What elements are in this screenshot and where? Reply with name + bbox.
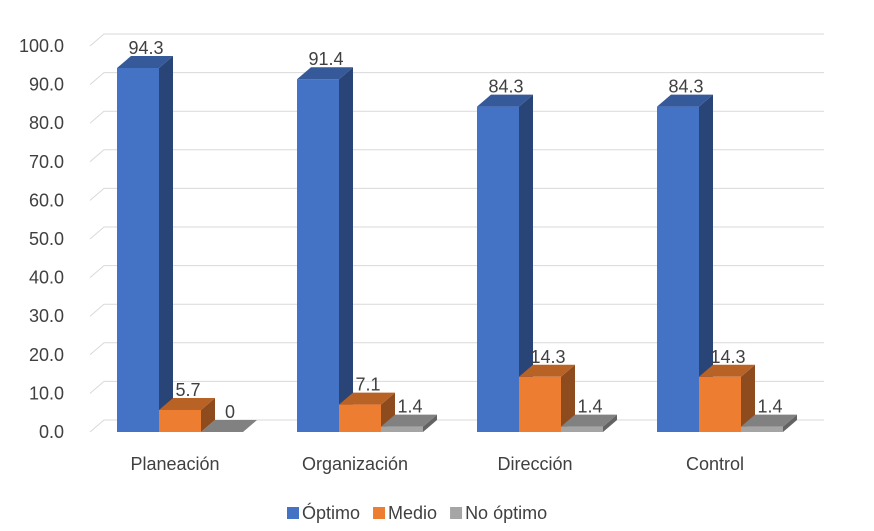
gridline — [89, 187, 824, 201]
gridline — [89, 342, 824, 356]
data-label: 7.1 — [355, 375, 380, 395]
y-axis-ticks: 0.0 10.0 20.0 30.0 40.0 50.0 60.0 70.0 80.0 90.0 1… — [19, 36, 64, 442]
y-tick-label: 70.0 — [29, 152, 64, 172]
data-label: 84.3 — [668, 77, 703, 97]
gridline — [89, 226, 824, 240]
data-label: 94.3 — [128, 38, 163, 58]
bar-óptimo-2 — [477, 94, 533, 433]
bar-óptimo-1 — [297, 67, 353, 433]
data-label: 1.4 — [757, 397, 782, 417]
x-axis-categories: Planeación Organización Dirección Control — [130, 454, 744, 474]
bar-óptimo-3 — [657, 94, 713, 433]
y-tick-label: 10.0 — [29, 383, 64, 403]
x-category-label: Organización — [302, 454, 408, 474]
legend-label: No óptimo — [465, 503, 547, 523]
bar-no-óptimo-2 — [561, 414, 617, 432]
bar-no-óptimo-3 — [741, 414, 797, 432]
y-tick-label: 100.0 — [19, 36, 64, 56]
legend-item-óptimo: Óptimo — [287, 502, 360, 523]
bar-no-óptimo-1 — [381, 414, 437, 432]
legend-label: Medio — [388, 503, 437, 523]
x-category-label: Control — [686, 454, 744, 474]
bars — [117, 56, 797, 433]
legend: Óptimo Medio No óptimo — [287, 502, 547, 523]
x-category-label: Dirección — [497, 454, 572, 474]
data-label: 91.4 — [308, 49, 343, 69]
y-tick-label: 0.0 — [39, 422, 64, 442]
gridline — [89, 149, 824, 163]
legend-swatch — [287, 507, 299, 519]
gridline — [89, 110, 824, 124]
data-labels: 94.3 5.7 0 91.4 7.1 1.4 84.3 14.3 1.4 84.3 14.3 1.4 — [128, 38, 782, 422]
y-tick-label: 90.0 — [29, 75, 64, 95]
legend-label: Óptimo — [302, 502, 360, 523]
bar-medio-2 — [519, 364, 575, 432]
y-tick-label: 80.0 — [29, 113, 64, 133]
data-label: 1.4 — [577, 397, 602, 417]
bar-medio-3 — [699, 364, 755, 432]
bar-óptimo-0 — [117, 56, 173, 432]
y-tick-label: 20.0 — [29, 345, 64, 365]
gridline — [89, 303, 824, 317]
bar-no-óptimo-0 — [201, 420, 257, 432]
data-label: 1.4 — [397, 397, 422, 417]
bar-medio-0 — [159, 397, 215, 432]
data-label: 84.3 — [488, 77, 523, 97]
gridline — [89, 265, 824, 278]
legend-swatch — [450, 507, 463, 519]
data-label: 14.3 — [710, 347, 745, 367]
y-tick-label: 30.0 — [29, 306, 64, 326]
gridlines — [89, 33, 824, 433]
data-label: 14.3 — [530, 347, 565, 367]
legend-swatch — [373, 507, 386, 519]
gridline — [89, 72, 824, 85]
data-label: 0 — [225, 402, 235, 422]
y-tick-label: 50.0 — [29, 229, 64, 249]
y-tick-label: 40.0 — [29, 268, 64, 288]
legend-item-medio: Medio — [373, 503, 437, 523]
legend-item-no-óptimo: No óptimo — [450, 503, 547, 523]
gridline — [89, 33, 824, 47]
x-category-label: Planeación — [130, 454, 219, 474]
gridline — [89, 380, 824, 394]
y-tick-label: 60.0 — [29, 190, 64, 210]
data-label: 5.7 — [175, 380, 200, 400]
